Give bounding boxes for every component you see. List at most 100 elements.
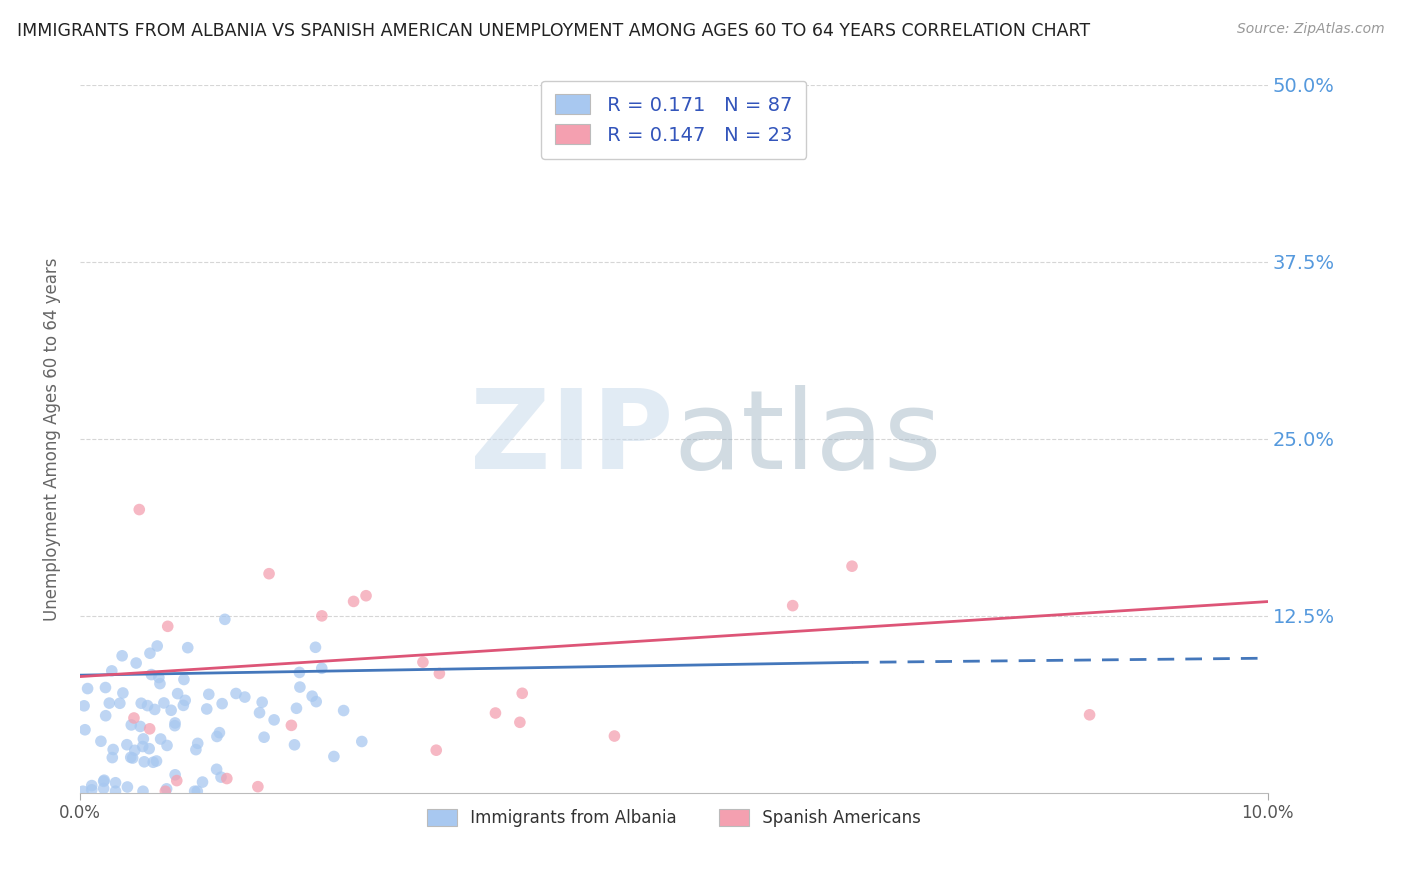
Text: IMMIGRANTS FROM ALBANIA VS SPANISH AMERICAN UNEMPLOYMENT AMONG AGES 60 TO 64 YEA: IMMIGRANTS FROM ALBANIA VS SPANISH AMERI… [17, 22, 1090, 40]
Point [342, 594, 364, 608]
Point [76, 681, 98, 696]
Point [225, 686, 247, 700]
Point [104, 776, 127, 790]
Point [250, 695, 273, 709]
Point [165, 715, 187, 730]
Point [148, 671, 170, 685]
Point [155, 784, 177, 798]
Point [94, 681, 117, 695]
Point [603, 729, 626, 743]
Point [195, 702, 218, 716]
Point [80, 782, 103, 797]
Point [156, 781, 179, 796]
Point [288, 665, 311, 680]
Point [183, 784, 205, 798]
Text: Source: ZipAtlas.com: Source: ZipAtlas.com [1237, 22, 1385, 37]
Point [80, 779, 103, 793]
Point [174, 693, 197, 707]
Point [510, 686, 533, 700]
Point [263, 713, 285, 727]
Point [160, 703, 183, 717]
Point [111, 648, 134, 663]
Point [205, 730, 228, 744]
Point [73, 698, 96, 713]
Point [132, 731, 155, 746]
Point [156, 619, 179, 633]
Point [172, 698, 194, 713]
Point [129, 696, 152, 710]
Point [156, 739, 179, 753]
Point [124, 743, 146, 757]
Point [104, 784, 127, 798]
Point [100, 664, 122, 678]
Point [93, 774, 115, 789]
Point [186, 784, 208, 798]
Point [163, 719, 186, 733]
Point [136, 698, 159, 713]
Point [90, 734, 112, 748]
Point [209, 770, 232, 784]
Point [354, 589, 377, 603]
Text: atlas: atlas [673, 385, 942, 492]
Point [205, 762, 228, 776]
Point [301, 689, 323, 703]
Point [177, 640, 200, 655]
Point [142, 756, 165, 770]
Point [191, 775, 214, 789]
Point [98, 696, 121, 710]
Point [120, 750, 142, 764]
Point [280, 718, 302, 732]
Point [233, 690, 256, 704]
Point [122, 711, 145, 725]
Point [257, 566, 280, 581]
Point [184, 742, 207, 756]
Point [115, 738, 138, 752]
Point [145, 754, 167, 768]
Point [111, 686, 134, 700]
Point [149, 731, 172, 746]
Point [288, 680, 311, 694]
Point [429, 666, 451, 681]
Point [165, 768, 187, 782]
Point [311, 608, 333, 623]
Point [285, 701, 308, 715]
Point [125, 656, 148, 670]
Point [249, 706, 271, 720]
Point [350, 734, 373, 748]
Point [149, 676, 172, 690]
Point [208, 725, 231, 739]
Point [782, 599, 804, 613]
Point [484, 706, 506, 720]
Point [101, 742, 124, 756]
Point [509, 715, 531, 730]
Point [72, 784, 94, 798]
Point [132, 784, 155, 798]
Point [138, 722, 160, 736]
Point [153, 696, 176, 710]
Point [120, 718, 142, 732]
Point [146, 639, 169, 653]
Point [211, 697, 233, 711]
Point [304, 640, 326, 655]
Point [197, 687, 219, 701]
Point [121, 751, 143, 765]
Point [101, 750, 124, 764]
Point [253, 730, 276, 744]
Legend:  Immigrants from Albania,  Spanish Americans: Immigrants from Albania, Spanish America… [420, 803, 928, 834]
Point [841, 559, 863, 574]
Point [246, 780, 269, 794]
Point [139, 646, 162, 660]
Point [332, 704, 354, 718]
Point [134, 755, 156, 769]
Y-axis label: Unemployment Among Ages 60 to 64 years: Unemployment Among Ages 60 to 64 years [44, 257, 60, 621]
Point [166, 687, 188, 701]
Point [311, 661, 333, 675]
Point [141, 667, 163, 681]
Point [173, 673, 195, 687]
Point [117, 780, 139, 794]
Point [322, 749, 344, 764]
Point [94, 708, 117, 723]
Point [1078, 707, 1101, 722]
Point [93, 781, 115, 796]
Point [138, 741, 160, 756]
